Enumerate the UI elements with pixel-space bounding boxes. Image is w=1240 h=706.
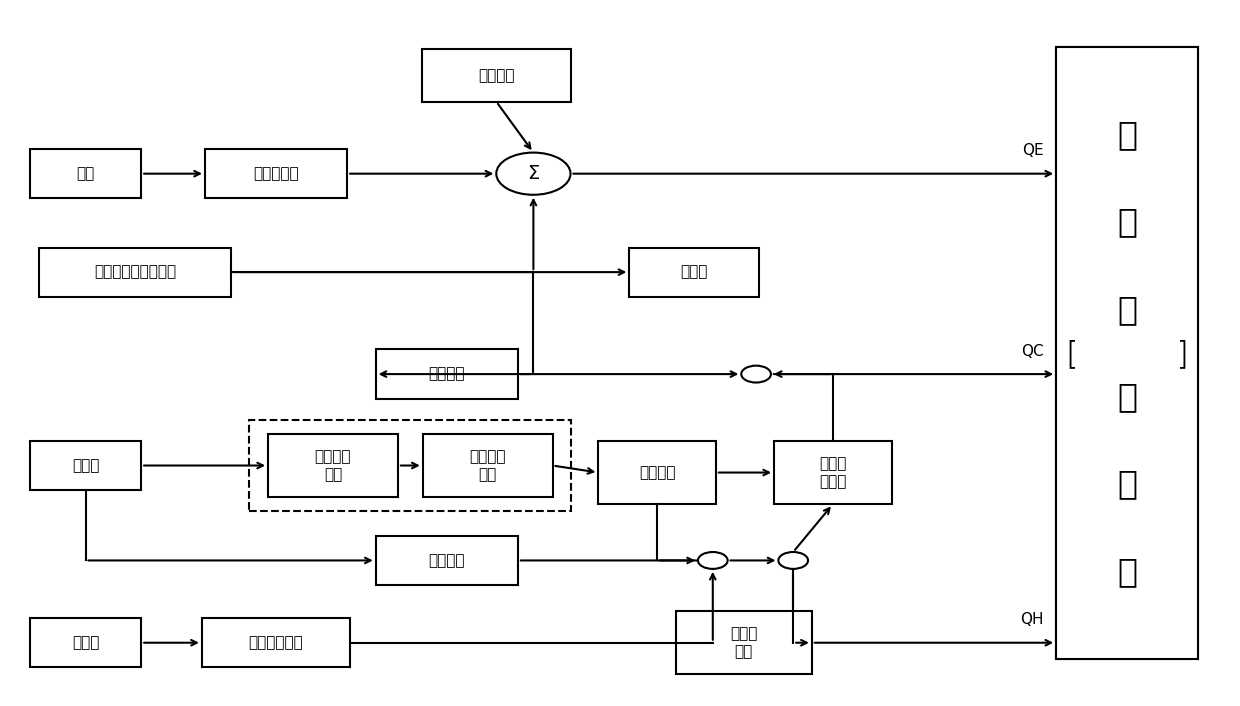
Bar xyxy=(205,149,347,198)
Bar xyxy=(30,618,141,667)
Text: 燃气锅炉: 燃气锅炉 xyxy=(429,553,465,568)
Text: 大型工业园区: 大型工业园区 xyxy=(1068,337,1187,369)
Text: QC: QC xyxy=(1021,344,1044,359)
Text: 业: 业 xyxy=(1117,259,1137,292)
Circle shape xyxy=(698,552,728,569)
Bar xyxy=(423,434,553,497)
Bar xyxy=(30,441,141,490)
Text: 蓄电池: 蓄电池 xyxy=(681,265,708,280)
Bar xyxy=(376,536,518,585)
Bar xyxy=(1075,58,1179,648)
Bar xyxy=(599,441,715,504)
Bar xyxy=(422,49,570,102)
Text: 吸附式
制冷机: 吸附式 制冷机 xyxy=(820,456,847,489)
Bar xyxy=(1056,47,1198,659)
Bar xyxy=(30,149,141,198)
Text: 余热回收
装置: 余热回收 装置 xyxy=(470,449,506,481)
Bar xyxy=(40,248,231,297)
Bar xyxy=(1056,47,1198,659)
Bar xyxy=(249,420,572,511)
Text: 区: 区 xyxy=(1117,337,1137,369)
Text: 工: 工 xyxy=(1117,293,1137,325)
Text: 型: 型 xyxy=(1117,205,1137,239)
Circle shape xyxy=(496,152,570,195)
Text: 业: 业 xyxy=(1117,381,1137,413)
Bar xyxy=(376,349,518,399)
Text: 太阳能: 太阳能 xyxy=(72,635,99,650)
Text: 区: 区 xyxy=(1117,555,1137,588)
Text: 大: 大 xyxy=(1117,143,1137,176)
Text: 风能: 风能 xyxy=(77,166,94,181)
Text: QE: QE xyxy=(1022,143,1044,158)
Text: Σ: Σ xyxy=(527,164,539,183)
Text: 微型燃气
轮机: 微型燃气 轮机 xyxy=(315,449,351,481)
Bar xyxy=(629,248,759,297)
Text: 天然气: 天然气 xyxy=(72,458,99,473)
Text: 风力发电机: 风力发电机 xyxy=(253,166,299,181)
Text: 蓄热装置: 蓄热装置 xyxy=(639,465,676,480)
Text: 大: 大 xyxy=(1117,118,1137,151)
Text: 太阳能光伏发电机组: 太阳能光伏发电机组 xyxy=(94,265,176,280)
Bar xyxy=(676,611,812,674)
Bar xyxy=(268,434,398,497)
Circle shape xyxy=(779,552,808,569)
Text: 型: 型 xyxy=(1117,181,1137,215)
Bar xyxy=(774,441,892,504)
Text: 热交换
轮置: 热交换 轮置 xyxy=(730,626,758,659)
Text: 太阳能集热器: 太阳能集热器 xyxy=(249,635,304,650)
Bar xyxy=(202,618,350,667)
Text: 园: 园 xyxy=(1117,467,1137,501)
Circle shape xyxy=(742,366,771,383)
Text: 公共电网: 公共电网 xyxy=(479,68,515,83)
Text: 园: 园 xyxy=(1117,298,1137,331)
Text: 电制冷机: 电制冷机 xyxy=(429,366,465,382)
Text: 工: 工 xyxy=(1117,220,1137,253)
Text: QH: QH xyxy=(1021,612,1044,627)
